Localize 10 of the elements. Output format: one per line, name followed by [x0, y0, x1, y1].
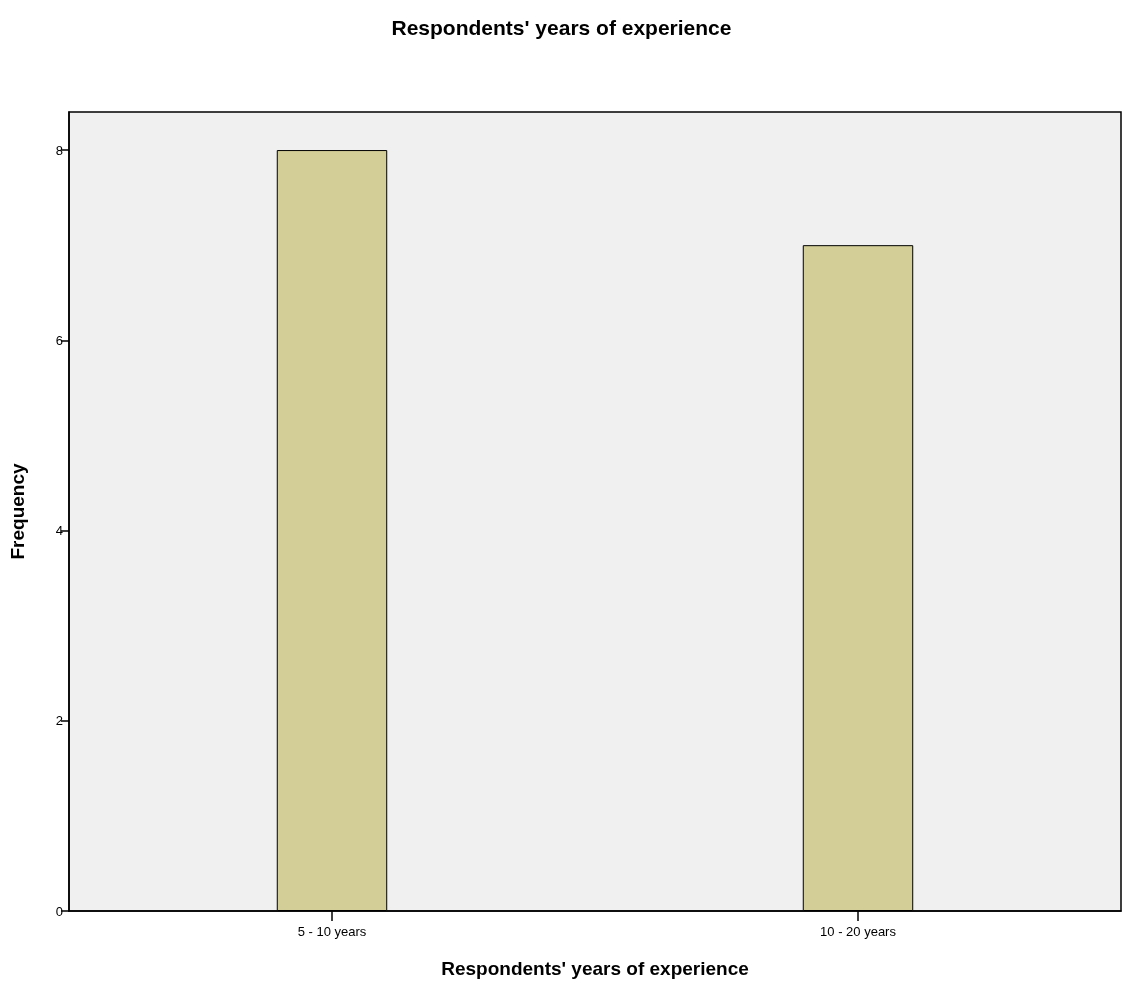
y-tick-label: 0 [55, 903, 63, 919]
y-tick-label: 2 [55, 713, 63, 729]
y-axis-title: Frequency [7, 463, 28, 560]
chart-title: Respondents' years of experience [391, 16, 732, 39]
x-axis-title: Respondents' years of experience [441, 958, 749, 979]
x-tick-label: 10 - 20 years [820, 924, 897, 939]
y-tick-label: 4 [55, 523, 63, 539]
y-tick-label: 8 [55, 142, 63, 158]
y-tick-label: 6 [55, 332, 63, 348]
x-tick-label: 5 - 10 years [297, 924, 367, 939]
